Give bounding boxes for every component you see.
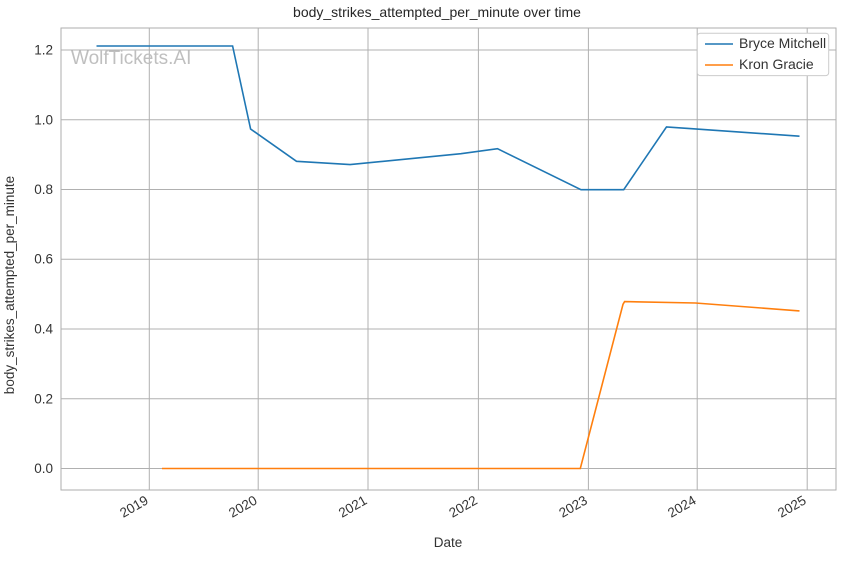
svg-text:2019: 2019: [117, 493, 151, 521]
svg-text:0.2: 0.2: [34, 391, 53, 406]
svg-text:body_strikes_attempted_per_min: body_strikes_attempted_per_minute over t…: [293, 4, 581, 20]
svg-text:2022: 2022: [446, 493, 480, 521]
svg-text:1.0: 1.0: [34, 112, 53, 127]
svg-text:0.0: 0.0: [34, 461, 53, 476]
svg-text:2020: 2020: [226, 493, 260, 521]
svg-text:2023: 2023: [556, 493, 590, 521]
svg-text:0.4: 0.4: [34, 322, 53, 337]
svg-text:0.8: 0.8: [34, 182, 53, 197]
svg-text:Bryce Mitchell: Bryce Mitchell: [739, 35, 826, 51]
svg-text:2025: 2025: [775, 493, 809, 521]
svg-text:2024: 2024: [665, 492, 699, 520]
svg-text:body_strikes_attempted_per_min: body_strikes_attempted_per_minute: [2, 176, 17, 394]
svg-text:WolfTickets.AI: WolfTickets.AI: [71, 48, 191, 69]
svg-text:1.2: 1.2: [34, 43, 53, 58]
svg-text:Kron Gracie: Kron Gracie: [739, 56, 814, 72]
svg-text:2021: 2021: [336, 493, 370, 521]
svg-text:Date: Date: [434, 535, 463, 550]
svg-text:0.6: 0.6: [34, 252, 53, 267]
